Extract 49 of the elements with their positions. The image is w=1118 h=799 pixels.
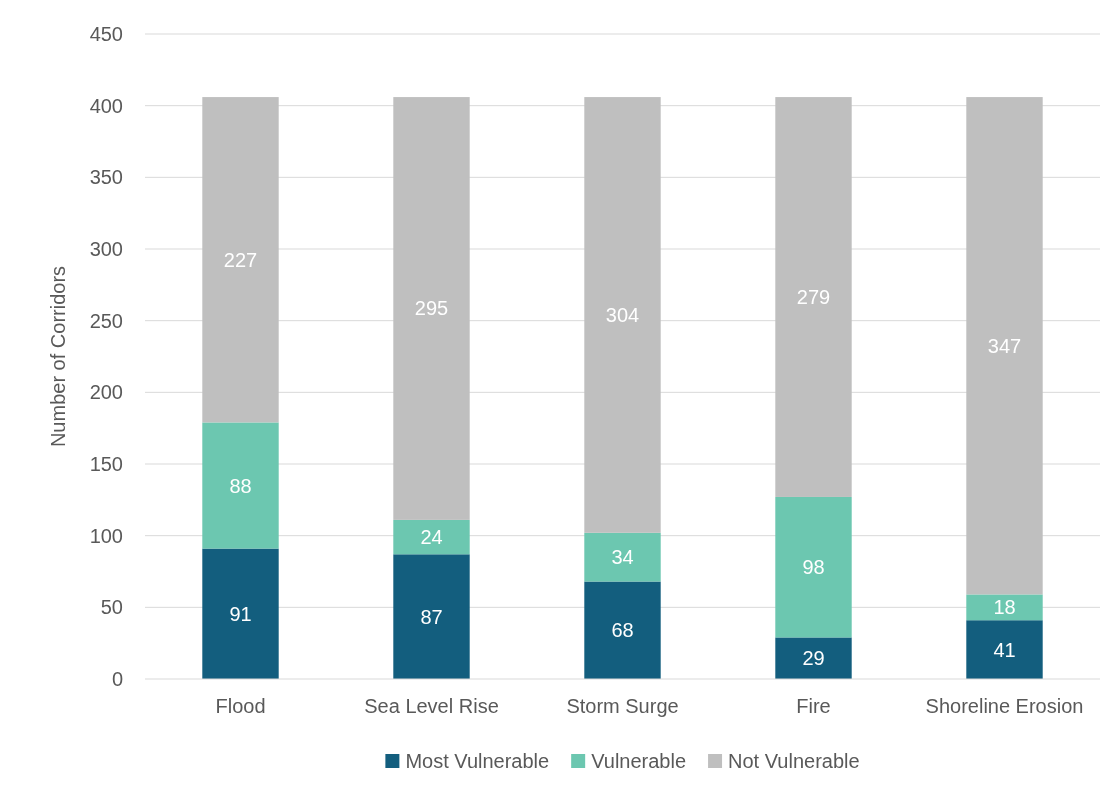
data-label: 18 [993,596,1016,619]
data-label: 304 [605,303,640,326]
data-label: 279 [796,286,831,309]
data-label: 24 [420,526,443,549]
y-tick-label: 450 [89,22,123,45]
legend-label: Vulnerable [591,750,687,772]
y-axis-title: Number of Corridors [47,265,69,448]
x-tick-label: Flood [215,695,266,718]
data-label: 68 [611,619,634,642]
x-tick-label: Sea Level Rise [364,695,499,718]
x-tick-label: Fire [796,695,831,718]
data-label: 347 [987,334,1022,357]
bar [202,548,279,679]
x-tick-label: Shoreline Erosion [925,695,1084,718]
bar [584,97,661,533]
y-tick-label: 300 [89,237,123,260]
bar [775,637,852,679]
data-label: 41 [993,638,1016,661]
y-tick-label: 150 [89,452,123,475]
bar [393,519,470,555]
data-label: 91 [229,602,252,625]
bar [393,97,470,520]
bar [966,97,1043,595]
y-tick-label: 250 [89,309,123,332]
data-label: 98 [802,556,825,579]
y-tick-label: 50 [100,596,123,619]
y-tick-label: 200 [89,381,123,404]
y-tick-label: 400 [89,94,123,117]
bar [202,97,279,423]
bar [775,97,852,497]
data-label: 88 [229,474,252,497]
bar [775,496,852,638]
data-label: 295 [414,297,449,320]
bar [584,532,661,582]
data-label: 87 [420,605,443,628]
data-label: 29 [802,647,825,670]
bar [584,581,661,679]
legend-label: Not Vulnerable [728,750,860,772]
bar [202,422,279,549]
y-tick-label: 100 [89,524,123,547]
legend-label: Most Vulnerable [405,750,550,772]
data-label: 227 [223,248,258,271]
x-tick-label: Storm Surge [566,695,679,718]
bar [393,554,470,679]
bar [966,594,1043,621]
data-label: 34 [611,546,634,569]
y-tick-label: 0 [111,667,123,690]
bar [966,620,1043,679]
y-tick-label: 350 [89,166,123,189]
